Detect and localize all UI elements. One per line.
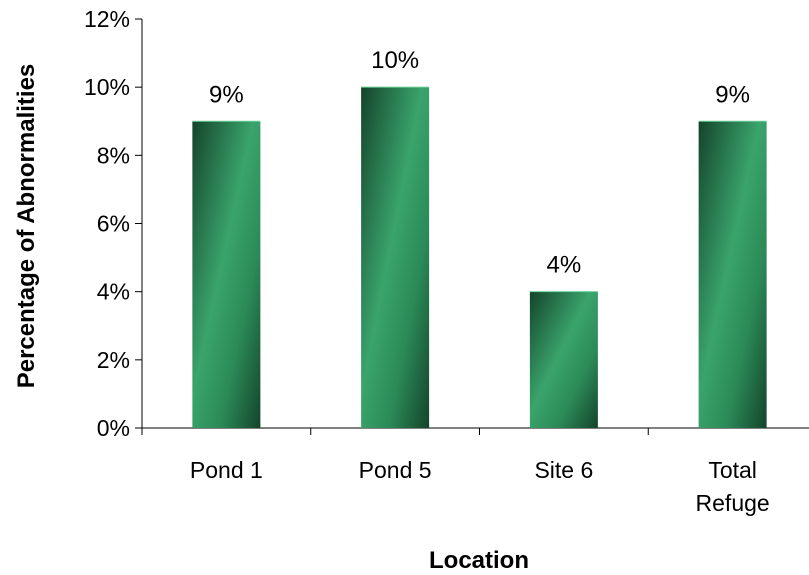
y-axis: 0% 2% 4% 6% 8% 10% 12% (84, 6, 143, 441)
bar (698, 121, 767, 428)
value-labels-group: 9% 10% 4% 9% (209, 47, 750, 279)
x-category-label: Site 6 (534, 457, 593, 483)
y-tick-label: 2% (97, 347, 130, 373)
y-tick-label: 8% (97, 142, 130, 168)
x-category-label: Pond 1 (190, 457, 263, 483)
x-category-label: Pond 5 (359, 457, 432, 483)
x-axis (141, 427, 809, 435)
bars-group (192, 86, 767, 429)
y-axis-title: Percentage of Abnormalities (13, 64, 40, 389)
bar-value-label: 9% (209, 81, 244, 108)
y-tick-label: 12% (84, 6, 130, 32)
bar (361, 87, 430, 429)
bar-value-label: 9% (715, 81, 750, 108)
x-category-label: Total Refuge (696, 457, 770, 516)
y-tick-label: 10% (84, 74, 130, 100)
x-axis-title: Location (429, 547, 529, 574)
category-labels-group: Pond 1 Pond 5 Site 6 Total Refuge (190, 457, 770, 516)
bar-value-label: 10% (371, 47, 419, 74)
y-tick-label: 0% (97, 415, 130, 441)
y-tick-label: 4% (97, 279, 130, 305)
y-tick-label: 6% (97, 211, 130, 237)
bar (529, 291, 598, 428)
bar-value-label: 4% (547, 252, 582, 279)
bar (192, 121, 261, 428)
